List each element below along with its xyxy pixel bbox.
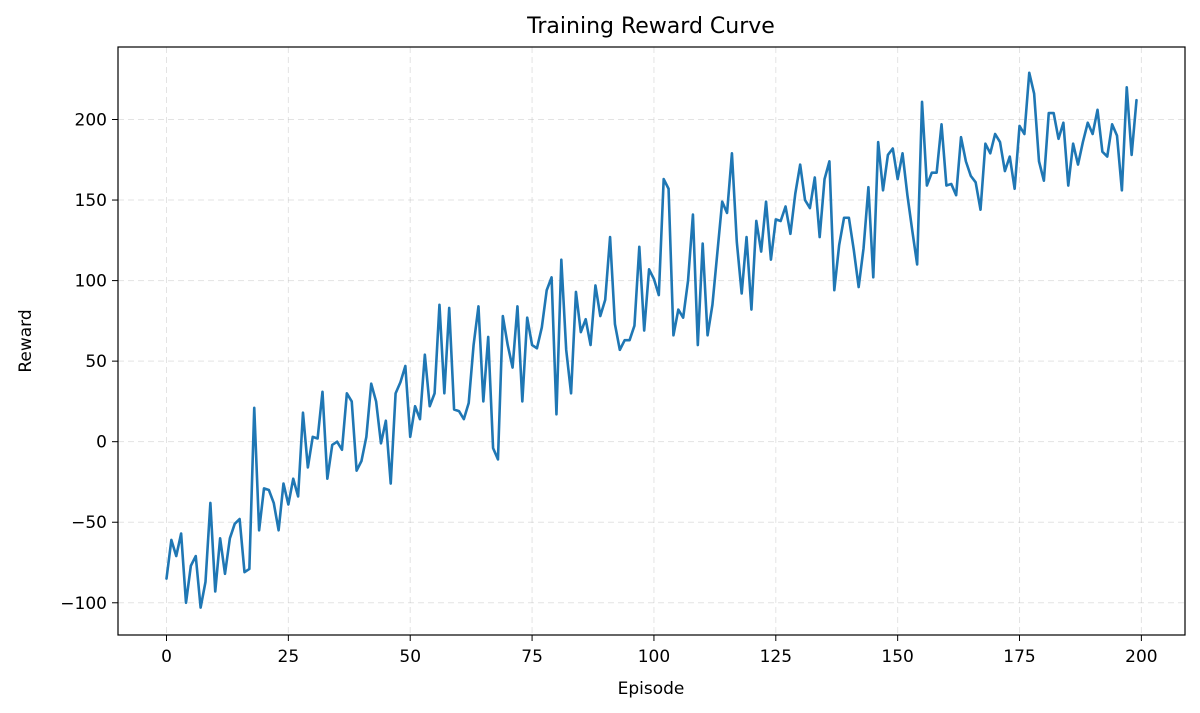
y-axis-label: Reward — [16, 309, 36, 372]
y-tick-label: 200 — [75, 110, 107, 130]
x-tick-label: 50 — [399, 647, 421, 667]
reward-series-line — [165, 71, 1138, 609]
x-axis: 0 25 50 75 100 125 150 175 200 — [161, 635, 1158, 667]
series-layer — [165, 71, 1138, 609]
y-tick-label: −50 — [71, 513, 107, 533]
plot-frame — [117, 46, 1186, 636]
x-axis-label: Episode — [618, 679, 685, 699]
chart-title: Training Reward Curve — [526, 14, 775, 39]
x-tick-label: 100 — [638, 647, 670, 667]
y-tick-label: 0 — [96, 433, 107, 453]
y-axis: −100 −50 0 50 100 150 200 — [60, 110, 118, 614]
x-tick-label: 175 — [1003, 647, 1035, 667]
x-tick-label: 125 — [760, 647, 792, 667]
x-tick-label: 200 — [1125, 647, 1157, 667]
x-tick-label: 75 — [521, 647, 543, 667]
grid-lines — [118, 47, 1185, 635]
y-tick-label: 150 — [75, 191, 107, 211]
y-tick-label: 100 — [75, 272, 107, 292]
x-tick-label: 150 — [881, 647, 913, 667]
y-tick-label: 50 — [85, 352, 107, 372]
y-tick-label: −100 — [60, 594, 107, 614]
x-tick-label: 25 — [278, 647, 300, 667]
x-tick-label: 0 — [161, 647, 172, 667]
